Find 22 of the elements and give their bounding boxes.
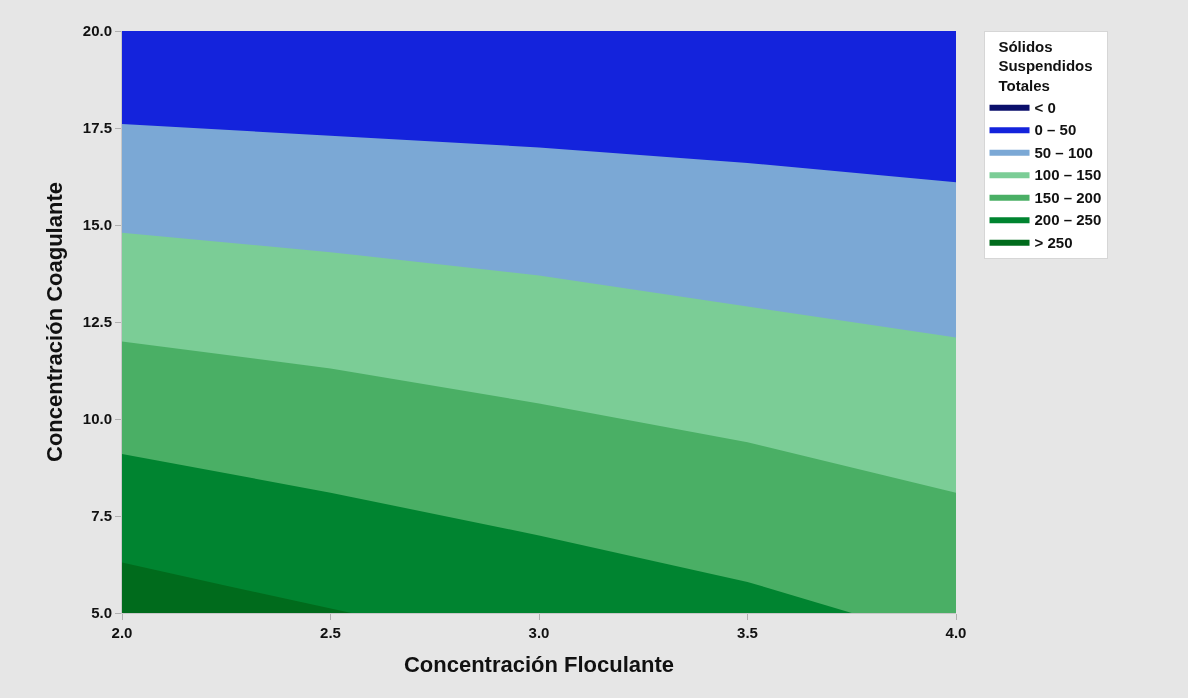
x-tick-label: 3.5 bbox=[737, 624, 758, 641]
y-tick-label: 17.5 bbox=[82, 119, 112, 137]
legend-label: 200 – 250 bbox=[1034, 211, 1102, 229]
x-tick-label: 3.0 bbox=[528, 624, 550, 641]
y-tick-label: 7.5 bbox=[91, 507, 112, 525]
y-tick-label: 20.0 bbox=[82, 22, 112, 40]
x-axis-title: Concentración Floculante bbox=[403, 651, 675, 677]
legend-label: 50 – 100 bbox=[1034, 143, 1093, 161]
legend-title: Sólidos Suspendidos Totales bbox=[998, 37, 1093, 94]
x-tick-label: 2.5 bbox=[320, 624, 341, 641]
y-tick-label: 15.0 bbox=[82, 216, 112, 234]
legend-label: 100 – 150 bbox=[1034, 166, 1102, 184]
legend-label: > 250 bbox=[1034, 233, 1073, 251]
y-tick-label: 10.0 bbox=[82, 410, 112, 428]
y-axis-title: Concentración Coagulante bbox=[41, 182, 67, 462]
legend-label: < 0 bbox=[1034, 98, 1056, 116]
y-tick-label: 5.0 bbox=[91, 604, 112, 622]
x-tick-label: 2.0 bbox=[111, 624, 133, 641]
legend-label: 150 – 200 bbox=[1034, 188, 1102, 206]
y-tick-label: 12.5 bbox=[82, 313, 112, 331]
legend-label: 0 – 50 bbox=[1034, 121, 1077, 139]
x-tick-label: 4.0 bbox=[945, 624, 967, 641]
